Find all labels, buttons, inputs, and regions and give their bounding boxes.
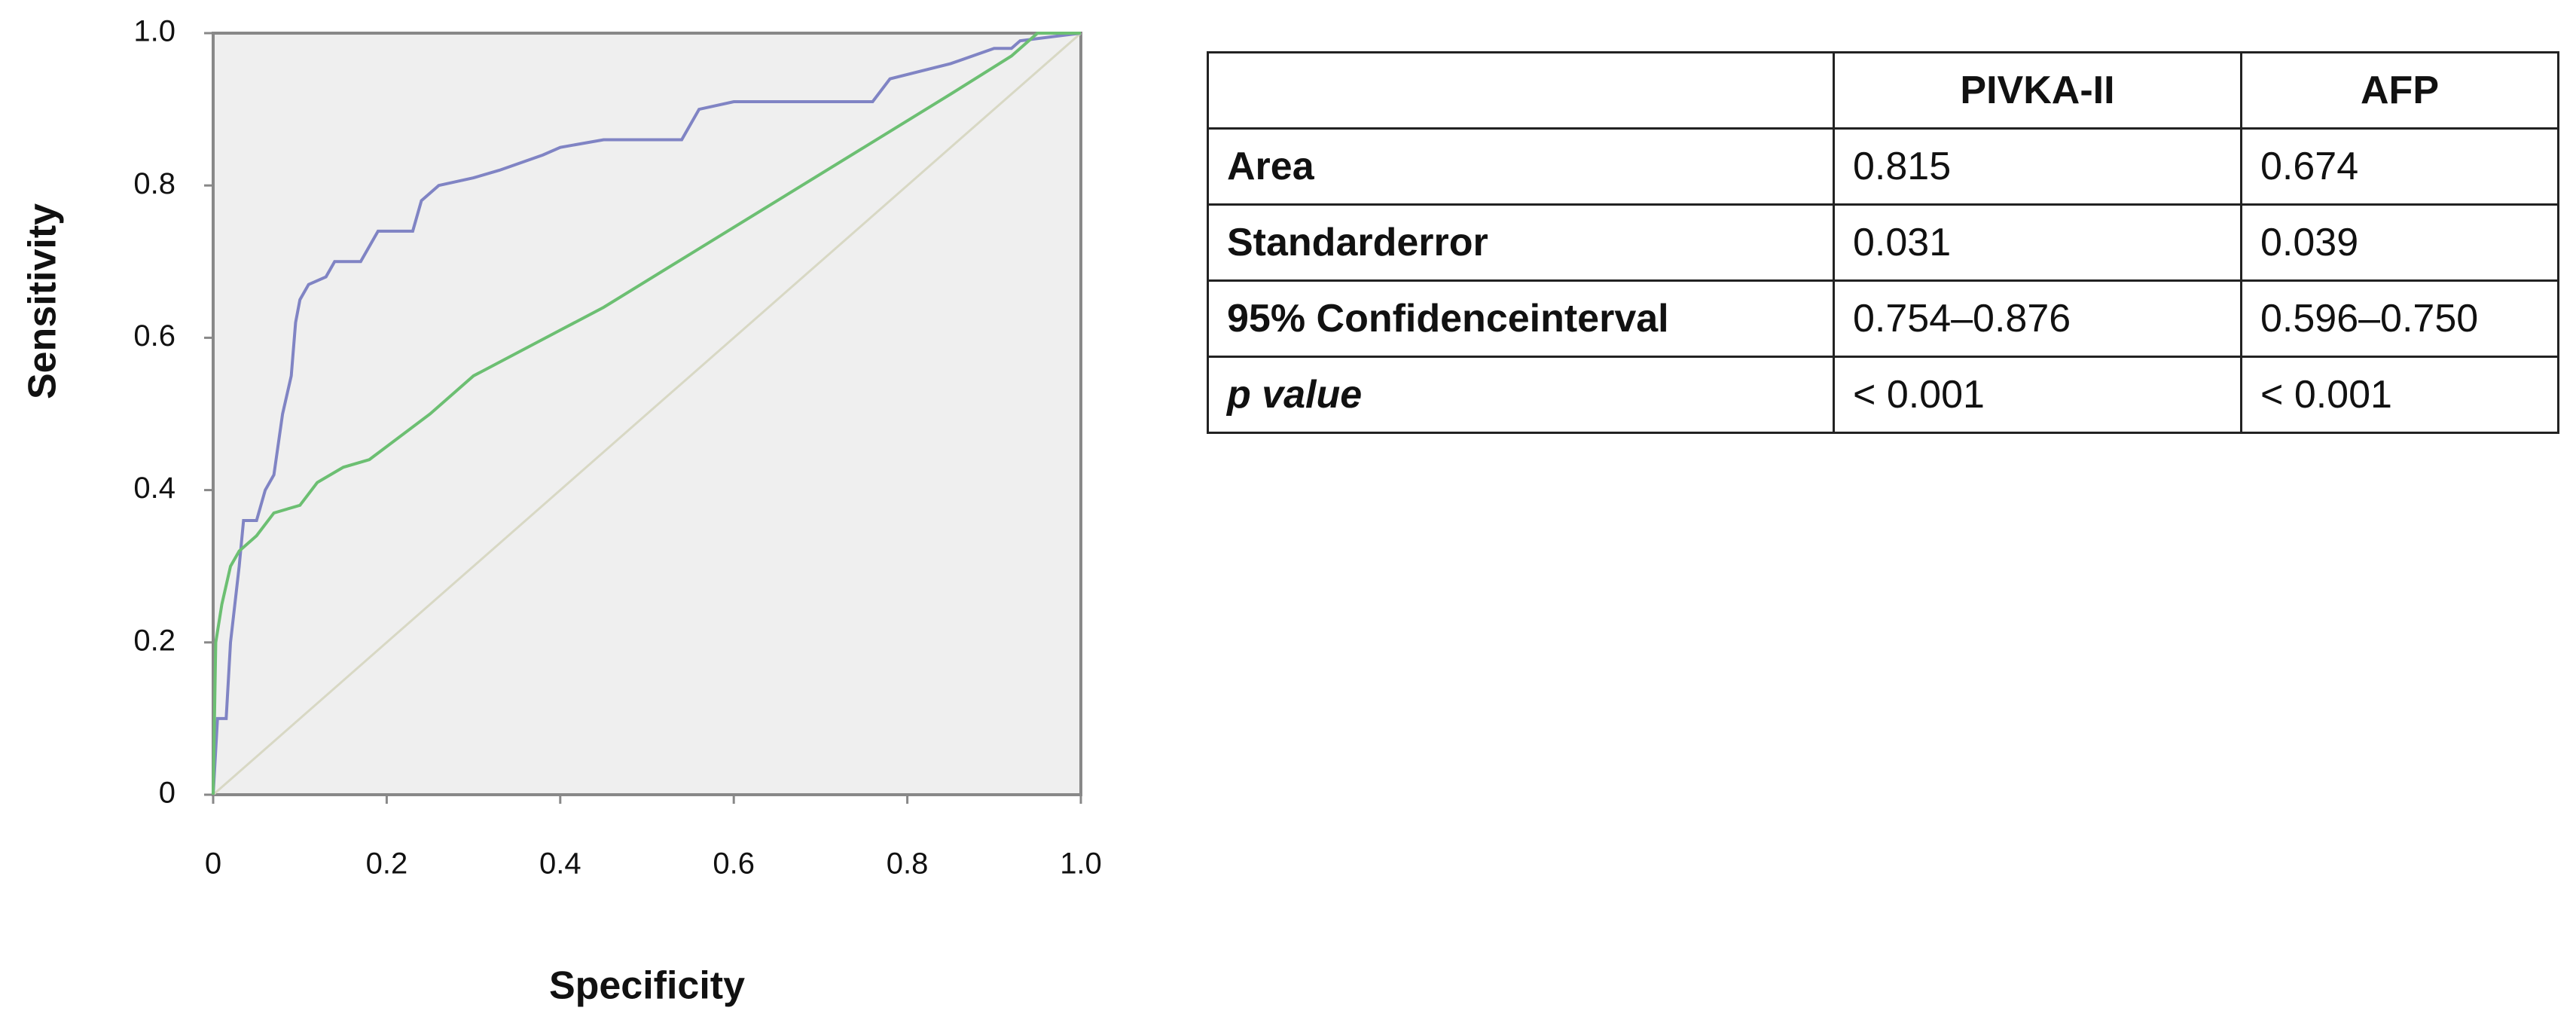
- y-tick-label: 0.4: [133, 472, 175, 505]
- y-tick-label: 0: [159, 777, 175, 810]
- cell: 0.754–0.876: [1833, 279, 2242, 358]
- table-row: Area 0.815 0.674: [1207, 127, 2559, 206]
- x-tick-label: 0: [205, 847, 221, 881]
- row-label: 95% Confidenceinterval: [1207, 279, 1835, 358]
- row-label: Area: [1207, 127, 1835, 206]
- y-tick-label: 0.2: [133, 624, 175, 657]
- x-tick-label: 1.0: [1060, 847, 1102, 881]
- table-row: Standarderror 0.031 0.039: [1207, 203, 2559, 282]
- cell: 0.039: [2240, 203, 2559, 282]
- row-label: Standarderror: [1207, 203, 1835, 282]
- x-tick-label: 0.8: [887, 847, 929, 881]
- cell: 0.815: [1833, 127, 2242, 206]
- roc-line: [212, 32, 1081, 795]
- reference-line: [212, 32, 1082, 796]
- chart: Sensitivity Specificity 0 0.2 0.4 0.6 0.8 1.0…: [21, 15, 1102, 1008]
- cell: 0.596–0.750: [2240, 279, 2559, 358]
- row-label: p value: [1207, 356, 1835, 434]
- x-axis-label: Specificity: [549, 964, 745, 1008]
- cell: 0.031: [1833, 203, 2242, 282]
- y-tick-label: 0.6: [133, 319, 175, 353]
- roc-line: [212, 32, 1082, 795]
- x-tick-label: 0.2: [366, 847, 408, 881]
- y-axis-label: Sensitivity: [21, 203, 65, 399]
- table-row: 95% Confidenceinterval 0.754–0.876 0.596–0…: [1207, 279, 2559, 358]
- header-cell: AFP: [2240, 51, 2559, 130]
- y-tick-label: 0.8: [133, 167, 175, 200]
- cell: < 0.001: [1833, 356, 2242, 434]
- y-tick-label: 1.0: [133, 15, 175, 48]
- stats-table: PIVKA-II AFP Area 0.815 0.674 Standarderror…: [1207, 51, 2559, 434]
- table-header: PIVKA-II AFP: [1207, 51, 2559, 130]
- x-tick-label: 0.6: [713, 847, 755, 881]
- empty-cell: [1207, 51, 1835, 130]
- cell: < 0.001: [2240, 356, 2559, 434]
- header-cell: PIVKA-II: [1833, 51, 2242, 130]
- x-tick-label: 0.4: [539, 847, 581, 881]
- table-row: p value < 0.001 < 0.001: [1207, 356, 2559, 434]
- cell: 0.674: [2240, 127, 2559, 206]
